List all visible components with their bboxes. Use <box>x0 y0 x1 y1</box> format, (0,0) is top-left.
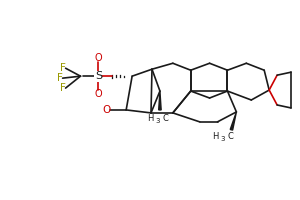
Text: F: F <box>60 63 65 73</box>
Text: O: O <box>94 53 102 63</box>
Text: O: O <box>102 105 110 115</box>
Text: C: C <box>227 132 233 141</box>
Polygon shape <box>159 91 161 110</box>
Text: S: S <box>95 71 102 81</box>
Text: O: O <box>94 89 102 99</box>
Text: H: H <box>148 114 154 123</box>
Text: F: F <box>60 83 65 93</box>
Text: C: C <box>163 114 169 123</box>
Polygon shape <box>230 112 236 130</box>
Text: F: F <box>57 73 63 83</box>
Text: 3: 3 <box>156 118 160 124</box>
Text: 3: 3 <box>220 136 225 142</box>
Text: H: H <box>212 132 218 141</box>
